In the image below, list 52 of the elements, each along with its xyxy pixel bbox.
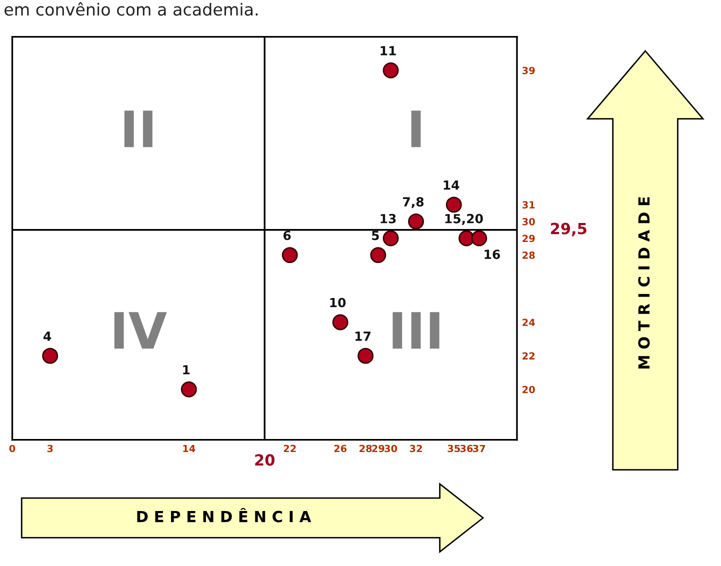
x-tick-label: 22 xyxy=(284,444,296,452)
point xyxy=(332,314,348,330)
x-tick-label: 30 xyxy=(384,444,398,452)
point xyxy=(382,62,399,78)
y-tick-label: 29 xyxy=(522,234,535,242)
annotation: 16 xyxy=(484,250,500,260)
x-tick-label: 26 xyxy=(334,444,347,452)
point xyxy=(42,348,58,364)
x-axis-title: D E P E N D Ê N C I A xyxy=(137,508,312,522)
x-tick-label: 37 xyxy=(472,444,486,452)
ref-line-label: 29,5 xyxy=(550,222,586,236)
y-tick-label: 39 xyxy=(522,66,535,74)
x-tick-label: 32 xyxy=(410,444,422,452)
annotation: III xyxy=(392,312,440,349)
annotation: 17 xyxy=(355,332,370,341)
point xyxy=(446,196,462,213)
point xyxy=(180,381,197,398)
x-tick-label: 36 xyxy=(460,444,473,452)
annotation: IV xyxy=(114,312,167,349)
y-tick-label: 28 xyxy=(522,252,535,259)
x-tick-label: 29 xyxy=(372,444,384,452)
y-tick-label: 31 xyxy=(522,201,535,209)
annotation: 1 xyxy=(183,365,190,374)
point xyxy=(282,247,298,264)
annotation: 6 xyxy=(283,230,291,240)
y-tick-label: 22 xyxy=(522,352,535,360)
annotation: 11 xyxy=(380,46,396,56)
x-tick-label: 0 xyxy=(9,444,16,452)
point xyxy=(370,247,386,264)
annotation: I xyxy=(411,110,421,148)
ref-line-label: 20 xyxy=(255,454,275,466)
annotation: 13 xyxy=(380,214,396,224)
annotation: II xyxy=(124,110,152,148)
y-tick-label: 20 xyxy=(522,386,535,394)
point xyxy=(408,214,424,230)
text: M O T R I C I D A D E xyxy=(638,197,650,368)
annotation: 5 xyxy=(372,230,379,240)
annotation: 15,20 xyxy=(445,214,483,225)
annotation: 4 xyxy=(44,332,52,341)
point xyxy=(382,230,399,246)
x-tick-label: 14 xyxy=(183,444,196,452)
y-tick-label: 24 xyxy=(522,318,535,326)
point xyxy=(358,348,374,364)
x-tick-label: 3 xyxy=(47,444,53,452)
x-tick-label: 35 xyxy=(448,444,460,452)
annotation: 7,8 xyxy=(403,197,424,208)
annotation: 14 xyxy=(444,180,460,190)
y-tick-label: 30 xyxy=(522,218,535,226)
text: em convênio com a academia. xyxy=(4,2,258,16)
x-tick-label: 28 xyxy=(360,444,372,452)
annotation: 10 xyxy=(330,298,346,308)
point xyxy=(471,230,488,246)
